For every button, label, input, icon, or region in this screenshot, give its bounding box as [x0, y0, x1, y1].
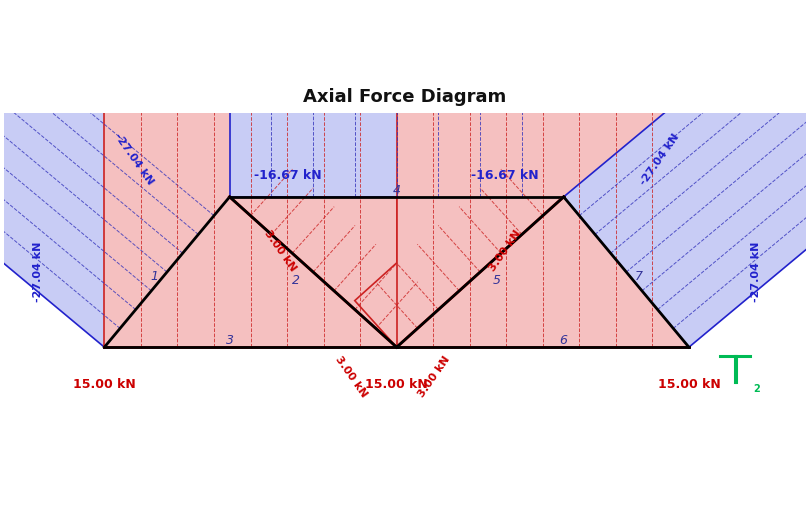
Polygon shape [0, 0, 230, 347]
Text: 3.00 kN: 3.00 kN [416, 354, 452, 399]
Text: 4: 4 [393, 184, 401, 197]
Text: 3.00 kN: 3.00 kN [262, 229, 297, 274]
Text: 7: 7 [635, 270, 643, 283]
Text: -27.04 kN: -27.04 kN [638, 132, 681, 187]
Text: -16.67 kN: -16.67 kN [254, 170, 322, 183]
Text: -27.04 kN: -27.04 kN [751, 242, 761, 302]
Text: 2: 2 [753, 384, 760, 394]
Text: -16.67 kN: -16.67 kN [471, 170, 539, 183]
Polygon shape [230, 151, 438, 347]
Text: 15.00 kN: 15.00 kN [73, 378, 136, 391]
Polygon shape [564, 0, 810, 347]
Text: 6: 6 [560, 334, 568, 347]
Text: 15.00 kN: 15.00 kN [658, 378, 720, 391]
Polygon shape [355, 151, 564, 347]
Text: 3.00 kN: 3.00 kN [488, 229, 523, 274]
Polygon shape [104, 34, 397, 347]
Text: -27.04 kN: -27.04 kN [113, 132, 155, 187]
Text: 3.00 kN: 3.00 kN [333, 354, 369, 399]
Text: -27.04 kN: -27.04 kN [32, 242, 43, 302]
Text: 1: 1 [151, 270, 159, 283]
Title: Axial Force Diagram: Axial Force Diagram [304, 88, 506, 106]
Text: 3: 3 [226, 334, 233, 347]
Text: 15.00 kN: 15.00 kN [365, 378, 428, 391]
Text: 5: 5 [492, 274, 501, 287]
Polygon shape [230, 0, 564, 197]
Polygon shape [397, 34, 689, 347]
Text: 2: 2 [292, 274, 301, 287]
